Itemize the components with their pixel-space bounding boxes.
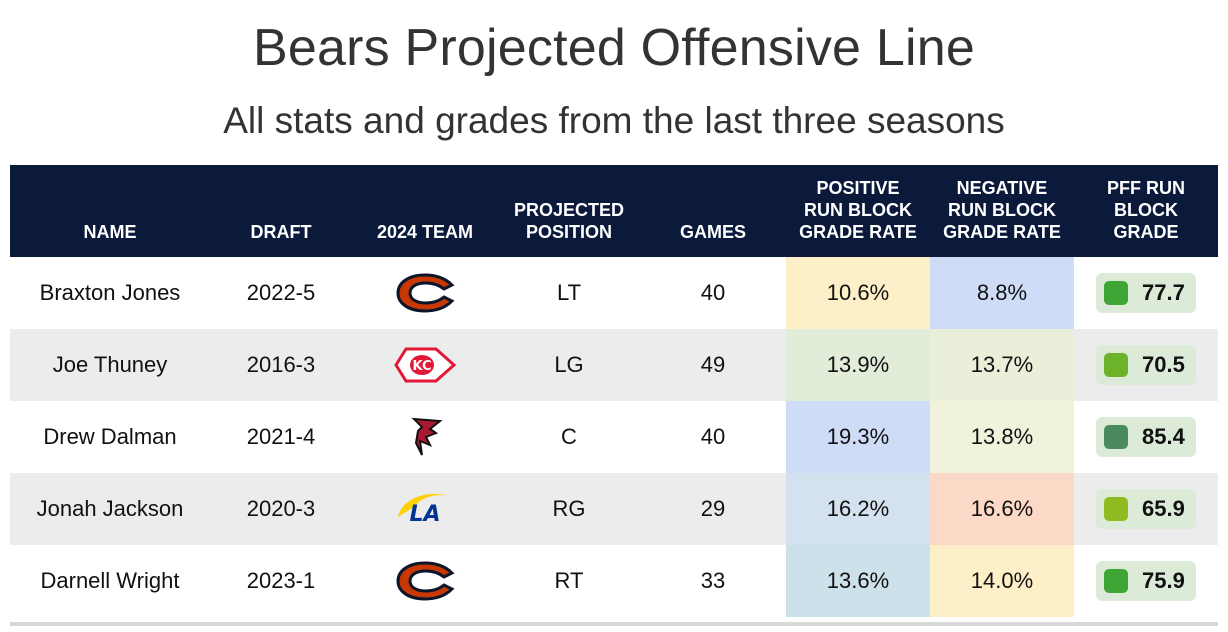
player-name: Darnell Wright xyxy=(40,568,180,593)
negative-rate-cell: 16.6% xyxy=(930,473,1074,545)
draft-pick: 2023-1 xyxy=(246,568,316,593)
grade-color-swatch xyxy=(1104,425,1128,449)
column-header-games: GAMES xyxy=(679,222,746,242)
pff-grade-cell: 65.9 xyxy=(1074,473,1218,545)
player-name: Jonah Jackson xyxy=(36,496,184,521)
table-row: Joe Thuney 2016-3 KC LG 49 13.9% 13.7% 7… xyxy=(10,329,1218,401)
draft-pick: 2021-4 xyxy=(246,424,316,449)
player-name: Drew Dalman xyxy=(43,424,177,449)
positive-rate-value: 10.6% xyxy=(826,280,890,305)
grade-color-swatch xyxy=(1104,281,1128,305)
games-count: 40 xyxy=(700,280,726,305)
table-bottom-border xyxy=(10,622,1218,626)
grade-color-swatch xyxy=(1104,353,1128,377)
negative-rate-cell: 13.7% xyxy=(930,329,1074,401)
pff-grade-cell: 85.4 xyxy=(1074,401,1218,473)
table-body: Braxton Jones 2022-5 LT 40 10.6% 8.8% 77… xyxy=(10,257,1218,617)
positive-rate-cell: 19.3% xyxy=(786,401,930,473)
page-subtitle: All stats and grades from the last three… xyxy=(223,100,1005,141)
positive-rate-value: 13.9% xyxy=(826,352,890,377)
negative-rate-cell: 8.8% xyxy=(930,257,1074,329)
pff-grade-pill: 70.5 xyxy=(1096,345,1196,385)
positive-rate-value: 16.2% xyxy=(826,496,890,521)
draft-pick: 2020-3 xyxy=(246,496,316,521)
positive-rate-cell: 16.2% xyxy=(786,473,930,545)
pff-grade-cell: 70.5 xyxy=(1074,329,1218,401)
column-header-position: PROJECTED POSITION xyxy=(513,200,625,242)
projected-position: LG xyxy=(554,352,584,377)
pff-grade-pill: 65.9 xyxy=(1096,489,1196,529)
table-row: Darnell Wright 2023-1 RT 33 13.6% 14.0% … xyxy=(10,545,1218,617)
stats-table: NAME DRAFT 2024 TEAM PROJECTED POSITION … xyxy=(10,165,1218,617)
pff-grade-value: 85.4 xyxy=(1142,424,1185,449)
negative-rate-value: 13.7% xyxy=(970,352,1034,377)
negative-rate-cell: 14.0% xyxy=(930,545,1074,617)
games-count: 33 xyxy=(700,568,726,593)
chicago-bears-logo-icon xyxy=(352,545,498,617)
positive-rate-cell: 13.9% xyxy=(786,329,930,401)
draft-pick: 2022-5 xyxy=(246,280,316,305)
pff-grade-pill: 75.9 xyxy=(1096,561,1196,601)
projected-position: RT xyxy=(554,568,584,593)
draft-pick: 2016-3 xyxy=(246,352,316,377)
table-row: Braxton Jones 2022-5 LT 40 10.6% 8.8% 77… xyxy=(10,257,1218,329)
positive-rate-cell: 13.6% xyxy=(786,545,930,617)
negative-rate-value: 14.0% xyxy=(970,568,1034,593)
column-header-name: NAME xyxy=(83,222,137,242)
games-count: 49 xyxy=(700,352,726,377)
table-row: Jonah Jackson 2020-3 LA RG 29 16.2% 16.6… xyxy=(10,473,1218,545)
pff-grade-cell: 75.9 xyxy=(1074,545,1218,617)
grade-color-swatch xyxy=(1104,497,1128,521)
column-header-draft: DRAFT xyxy=(250,222,312,242)
column-header-pff-grade: PFF RUN BLOCK GRADE xyxy=(1107,178,1185,242)
page-title: Bears Projected Offensive Line xyxy=(253,19,975,77)
negative-rate-value: 16.6% xyxy=(970,496,1034,521)
player-name: Joe Thuney xyxy=(52,352,168,377)
projected-position: C xyxy=(561,424,577,449)
chicago-bears-logo-icon xyxy=(352,257,498,329)
svg-text:KC: KC xyxy=(412,359,431,374)
negative-rate-value: 13.8% xyxy=(970,424,1034,449)
column-header-team: 2024 TEAM xyxy=(376,222,474,242)
pff-grade-value: 77.7 xyxy=(1142,280,1185,305)
los-angeles-rams-logo-icon: LA xyxy=(352,473,498,545)
table-header: NAME DRAFT 2024 TEAM PROJECTED POSITION … xyxy=(10,165,1218,257)
positive-rate-value: 13.6% xyxy=(826,568,890,593)
positive-rate-value: 19.3% xyxy=(826,424,890,449)
pff-grade-value: 70.5 xyxy=(1142,352,1185,377)
column-header-positive-rate: POSITIVE RUN BLOCK GRADE RATE xyxy=(799,178,917,242)
svg-text:LA: LA xyxy=(409,502,440,527)
table-row: Drew Dalman 2021-4 C 40 19.3% 13.8% 85.4 xyxy=(10,401,1218,473)
pff-grade-pill: 77.7 xyxy=(1096,273,1196,313)
pff-grade-cell: 77.7 xyxy=(1074,257,1218,329)
atlanta-falcons-logo-icon xyxy=(352,401,498,473)
pff-grade-pill: 85.4 xyxy=(1096,417,1196,457)
projected-position: LT xyxy=(556,280,582,305)
pff-grade-value: 75.9 xyxy=(1142,568,1185,593)
grade-color-swatch xyxy=(1104,569,1128,593)
positive-rate-cell: 10.6% xyxy=(786,257,930,329)
player-name: Braxton Jones xyxy=(39,280,181,305)
games-count: 29 xyxy=(700,496,726,521)
kansas-city-chiefs-logo-icon: KC xyxy=(352,329,498,401)
games-count: 40 xyxy=(700,424,726,449)
column-header-negative-rate: NEGATIVE RUN BLOCK GRADE RATE xyxy=(943,178,1061,242)
pff-grade-value: 65.9 xyxy=(1142,496,1185,521)
negative-rate-value: 8.8% xyxy=(976,280,1028,305)
projected-position: RG xyxy=(552,496,586,521)
negative-rate-cell: 13.8% xyxy=(930,401,1074,473)
